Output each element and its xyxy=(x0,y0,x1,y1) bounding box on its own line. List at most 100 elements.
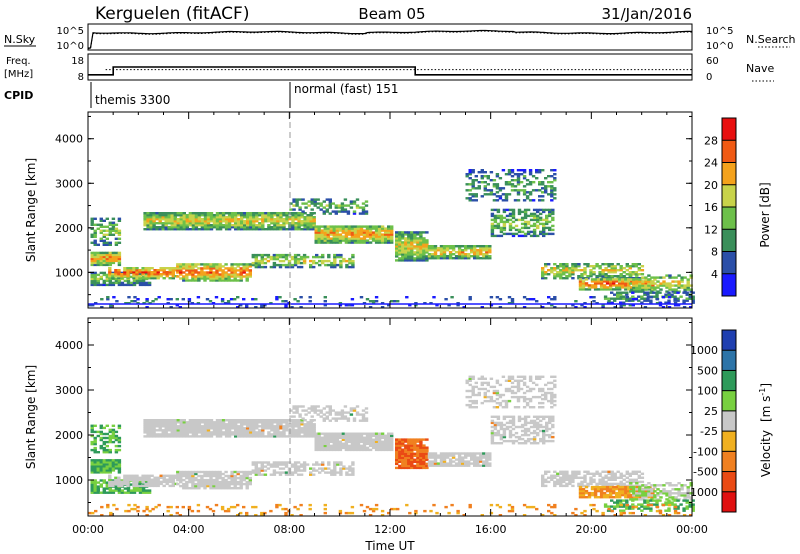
velocity-cell xyxy=(495,401,500,405)
velocity-cell xyxy=(510,389,515,393)
power-cell xyxy=(96,253,100,257)
power-cell xyxy=(637,295,641,298)
velocity-cell xyxy=(194,472,198,476)
power-cell xyxy=(589,269,593,272)
power-cell xyxy=(115,300,119,303)
power-cell xyxy=(333,263,337,267)
power-cell xyxy=(273,218,277,221)
power-cell xyxy=(200,222,205,225)
power-cell xyxy=(260,261,264,265)
velocity-cell xyxy=(158,419,162,422)
velocity-cell xyxy=(387,436,391,439)
velocity-cell xyxy=(323,436,327,439)
power-cell xyxy=(245,306,249,309)
power-cell xyxy=(194,263,198,266)
power-cell xyxy=(483,185,487,188)
velocity-cell xyxy=(326,434,330,437)
power-cell xyxy=(278,255,283,259)
power-cell xyxy=(102,251,106,255)
velocity-cell xyxy=(276,421,280,424)
power-cell xyxy=(671,288,675,291)
velocity-cell xyxy=(117,444,122,448)
power-cell xyxy=(562,277,566,280)
power-cell xyxy=(171,273,175,276)
velocity-cell xyxy=(480,381,484,385)
power-cell xyxy=(468,199,472,202)
velocity-cell xyxy=(474,401,478,405)
power-cell xyxy=(234,218,238,221)
velocity-cell xyxy=(470,452,474,455)
velocity-cell xyxy=(316,405,320,408)
power-cell xyxy=(194,265,198,268)
velocity-cell xyxy=(264,421,268,424)
power-cell xyxy=(158,212,162,215)
power-cell xyxy=(257,263,261,267)
power-cell xyxy=(102,283,106,287)
power-cell xyxy=(93,223,97,226)
power-cell xyxy=(485,257,489,260)
power-cell xyxy=(470,255,474,258)
power-cell xyxy=(144,271,148,274)
power-cell xyxy=(545,216,549,220)
velocity-cell xyxy=(233,478,237,482)
velocity-cell xyxy=(152,423,156,426)
velocity-cell xyxy=(279,421,283,424)
power-cell xyxy=(188,218,193,221)
power-cell xyxy=(200,212,205,215)
power-cell xyxy=(170,226,174,229)
power-cell xyxy=(461,257,465,260)
power-cell xyxy=(634,271,638,274)
power-cell xyxy=(182,271,186,274)
velocity-cell xyxy=(422,456,426,459)
power-cell xyxy=(583,269,587,272)
power-cell xyxy=(148,302,152,305)
power-cell xyxy=(374,227,379,230)
power-cell xyxy=(165,275,169,278)
velocity-cell xyxy=(303,435,307,438)
power-cell xyxy=(171,275,175,278)
velocity-cell xyxy=(102,465,106,468)
power-cell xyxy=(339,265,343,269)
velocity-cell xyxy=(246,419,250,422)
power-cell xyxy=(310,200,314,203)
power-cell xyxy=(653,286,657,289)
power-cell xyxy=(197,263,201,266)
velocity-cell xyxy=(520,417,525,421)
power-cell xyxy=(188,228,193,231)
velocity-cell xyxy=(99,444,103,448)
power-cell xyxy=(464,245,468,248)
velocity-cell xyxy=(102,463,106,466)
power-cell xyxy=(607,271,611,274)
power-cell xyxy=(335,231,339,234)
cpid-mode-2: normal (fast) 151 xyxy=(294,82,398,96)
power-cell xyxy=(171,271,175,274)
power-cell xyxy=(188,265,192,268)
velocity-cell xyxy=(264,423,268,426)
velocity-cell xyxy=(111,479,116,482)
velocity-cell xyxy=(282,433,286,436)
power-cell xyxy=(309,218,313,221)
velocity-cell xyxy=(297,419,301,422)
velocity-cell xyxy=(218,480,222,484)
velocity-cell xyxy=(150,474,154,477)
velocity-cell xyxy=(102,491,106,494)
power-cell xyxy=(188,267,192,270)
power-cell xyxy=(218,220,223,223)
power-cell xyxy=(511,212,516,216)
velocity-cell xyxy=(312,469,316,472)
power-cell xyxy=(143,216,147,219)
power-cell xyxy=(229,298,234,301)
velocity-cell xyxy=(539,419,543,423)
power-cell xyxy=(514,218,519,222)
velocity-cell xyxy=(522,377,527,380)
velocity-cell xyxy=(105,448,109,452)
power-cell xyxy=(505,214,510,218)
velocity-cell xyxy=(284,471,289,474)
velocity-cell xyxy=(197,482,201,486)
velocity-cell xyxy=(272,465,277,468)
velocity-cell xyxy=(102,442,106,446)
velocity-cell xyxy=(273,425,277,428)
velocity-cell xyxy=(245,487,249,490)
power-cell xyxy=(404,243,408,246)
velocity-cell xyxy=(176,470,180,474)
